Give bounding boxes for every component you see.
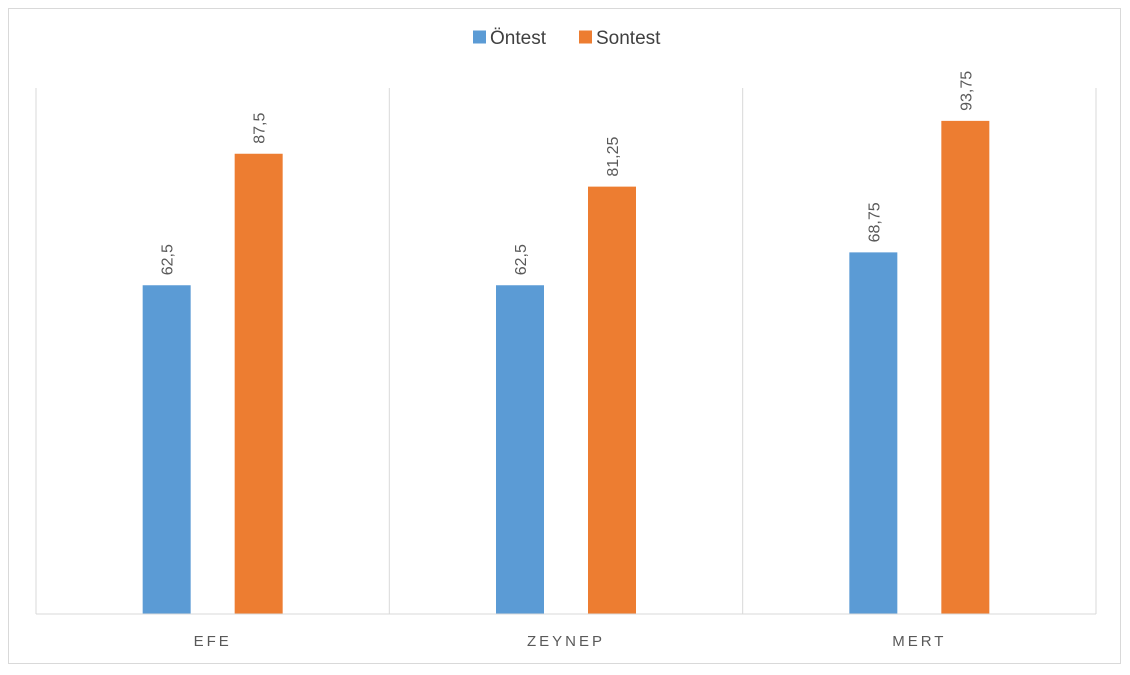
legend-label-sontest: Sontest	[596, 28, 661, 49]
category-axis: EFE ZEYNEP MERT	[36, 613, 1096, 650]
legend: Öntest Sontest	[473, 28, 661, 49]
category-label: MERT	[892, 633, 946, 650]
bar-sontest-efe	[234, 153, 283, 614]
bar-ontest-efe	[142, 285, 191, 614]
legend-swatch-ontest	[473, 30, 486, 44]
grid-layer	[35, 88, 1097, 614]
legend-swatch-sontest	[579, 30, 592, 44]
data-label: 87,5	[252, 113, 269, 144]
bars-layer	[142, 120, 990, 614]
data-label: 81,25	[605, 136, 622, 176]
data-label: 62,5	[160, 244, 177, 275]
data-labels-layer: 62,5 87,5 62,5 81,25 68,75 93,75	[160, 71, 976, 276]
bar-ontest-mert	[849, 252, 898, 614]
bar-sontest-zeynep	[588, 186, 636, 614]
legend-label-ontest: Öntest	[490, 28, 547, 49]
data-label: 93,75	[958, 71, 975, 111]
data-label: 68,75	[866, 202, 883, 242]
category-label: EFE	[194, 633, 232, 650]
data-label: 62,5	[513, 244, 530, 275]
bar-sontest-mert	[941, 120, 990, 614]
chart-frame	[8, 8, 1121, 664]
category-label: ZEYNEP	[527, 633, 605, 650]
bar-ontest-zeynep	[496, 285, 544, 614]
